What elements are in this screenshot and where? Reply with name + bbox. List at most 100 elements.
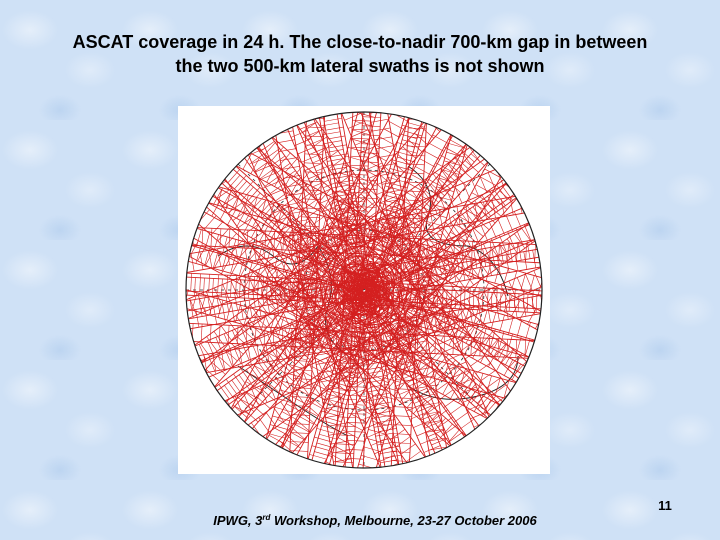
- swath-cross-line: [432, 112, 447, 126]
- swath-cross-line: [251, 156, 269, 164]
- swath-cross-line: [358, 463, 377, 468]
- swath-strip: [186, 235, 542, 324]
- swath-cross-line: [191, 180, 197, 198]
- swath-cross-line: [456, 333, 466, 350]
- swath-cross-line: [319, 378, 338, 383]
- swath-cross-line: [259, 168, 275, 180]
- swath-cross-line: [540, 295, 542, 314]
- swath-cross-line: [403, 371, 421, 379]
- swath-cross-line: [204, 248, 210, 266]
- swath-cross-line: [418, 184, 430, 200]
- swath-cross-line: [302, 198, 321, 201]
- swath-cross-line: [280, 170, 296, 182]
- swath-cross-line: [340, 362, 359, 365]
- swath-cross-line: [440, 325, 450, 342]
- swath-cross-line: [415, 166, 432, 176]
- swath-cross-line: [300, 258, 306, 277]
- swath-cross-line: [319, 375, 336, 386]
- swath-cross-line: [419, 393, 438, 398]
- swath-cross-line: [514, 253, 519, 272]
- swath-cross-line: [186, 357, 190, 376]
- swath-cross-line: [492, 200, 496, 219]
- swath-cross-line: [468, 258, 474, 276]
- swath-cross-line: [394, 406, 413, 408]
- swath-cross-line: [332, 228, 337, 247]
- swath-cross-line: [464, 338, 474, 355]
- swath-cross-line: [470, 261, 475, 279]
- swath-cross-line: [335, 471, 353, 472]
- swath-cross-line: [460, 368, 466, 386]
- swath-cross-line: [378, 450, 397, 455]
- swath-cross-line: [315, 257, 327, 273]
- swath-cross-line: [232, 423, 247, 436]
- swath-cross-line: [409, 110, 427, 111]
- swath-cross-line: [281, 352, 296, 365]
- swath-cross-line: [234, 192, 241, 211]
- swath-cross-line: [316, 442, 335, 449]
- swath-cross-line: [528, 222, 540, 238]
- swath-cross-line: [325, 282, 332, 301]
- swath-cross-line: [318, 313, 336, 322]
- swath-cross-line: [254, 133, 270, 145]
- swath-cross-line: [274, 376, 289, 389]
- swath-cross-line: [521, 385, 527, 403]
- swath-cross-line: [298, 302, 306, 320]
- swath-cross-line: [427, 271, 442, 284]
- swath-cross-line: [325, 126, 344, 131]
- swath-cross-line: [353, 213, 363, 230]
- swath-cross-line: [442, 378, 452, 395]
- swath-cross-line: [265, 316, 273, 334]
- swath-cross-line: [413, 396, 431, 404]
- swath-cross-line: [269, 424, 288, 430]
- swath-cross-line: [217, 227, 230, 242]
- swath-cross-line: [264, 294, 276, 310]
- swath-cross-line: [386, 238, 402, 250]
- swath-cross-line: [389, 338, 407, 346]
- swath-cross-line: [186, 352, 196, 368]
- swath-cross-line: [271, 294, 286, 308]
- swath-cross-line: [448, 404, 464, 416]
- swath-cross-line: [447, 163, 459, 179]
- swath-cross-line: [514, 233, 526, 249]
- swath-cross-line: [382, 204, 400, 212]
- swath-cross-line: [347, 413, 366, 415]
- swath-cross-line: [179, 225, 184, 242]
- swath-cross-line: [426, 221, 445, 227]
- swath-cross-line: [436, 176, 451, 190]
- swath-cross-line: [392, 253, 406, 268]
- swath-cross-line: [413, 203, 421, 221]
- swath-cross-line: [247, 363, 259, 379]
- swath-cross-line: [288, 236, 292, 255]
- swath-cross-line: [282, 253, 289, 272]
- swath-cross-line: [260, 199, 266, 218]
- swath-cross-line: [293, 423, 310, 433]
- swath-cross-line: [322, 228, 338, 240]
- footer-ordinal-suffix: rd: [262, 513, 271, 522]
- swath-cross-line: [420, 126, 435, 139]
- swath-strip: [314, 112, 404, 468]
- swath-cross-line: [244, 206, 254, 223]
- swath-cross-line: [227, 325, 230, 344]
- swath-cross-line: [384, 265, 389, 284]
- swath-cross-line: [219, 228, 222, 247]
- swath-cross-line: [244, 409, 259, 423]
- swath-cross-line: [503, 380, 510, 399]
- swath-cross-line: [406, 379, 424, 388]
- swath-cross-line: [470, 411, 488, 420]
- swath-cross-line: [283, 174, 302, 179]
- swath-cross-line: [213, 306, 217, 325]
- swath-cross-line: [238, 123, 255, 131]
- swath-cross-line: [527, 194, 532, 212]
- swath-cross-line: [386, 207, 405, 212]
- swath-cross-line: [446, 301, 460, 316]
- swath-cross-line: [549, 294, 550, 312]
- swath-cross-line: [404, 130, 422, 137]
- swath-cross-line: [402, 292, 412, 309]
- swath-cross-line: [472, 206, 484, 222]
- swath-cross-line: [277, 419, 294, 429]
- swath-cross-line: [305, 176, 318, 191]
- swath-cross-line: [459, 446, 475, 458]
- swath-cross-line: [412, 275, 428, 287]
- swath-cross-line: [478, 287, 480, 306]
- swath-cross-line: [507, 231, 515, 249]
